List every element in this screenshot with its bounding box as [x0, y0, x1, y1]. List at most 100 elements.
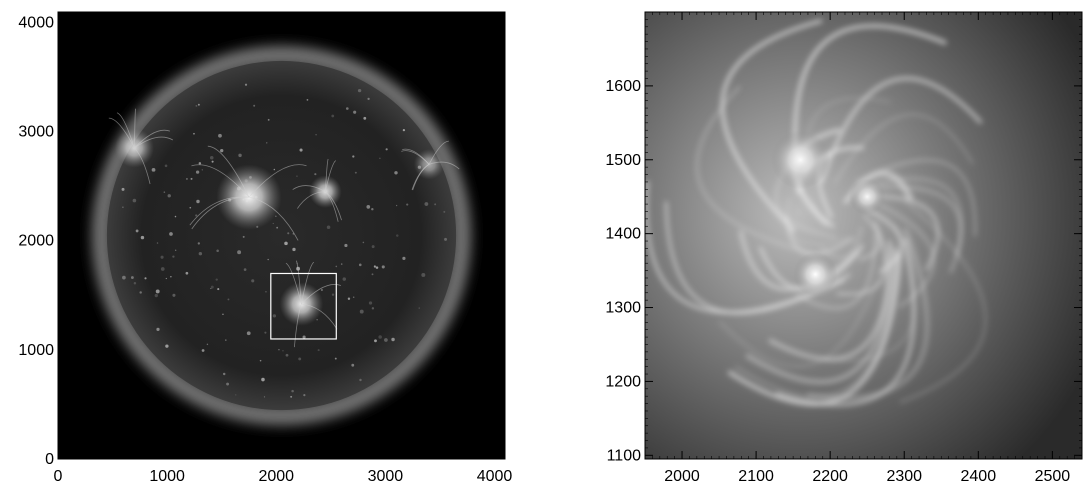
disk-speckle: [317, 349, 320, 352]
zoom-region-box: [270, 272, 337, 340]
disk-speckle: [242, 235, 245, 238]
disk-speckle: [186, 178, 188, 180]
disk-speckle: [353, 110, 357, 114]
zoom-panel: 2000 2100 2200 2300 2400 2500 1100 1200 1300 1400…: [605, 11, 1083, 485]
disk-speckle: [273, 168, 276, 171]
coronal-loop: [786, 198, 848, 246]
disk-speckle: [210, 285, 214, 289]
disk-speckle: [253, 104, 256, 107]
x-tick-label: 3000: [368, 468, 404, 485]
disk-speckle: [371, 307, 375, 310]
active-regions: [108, 83, 460, 398]
active-region-loop: [116, 112, 135, 149]
disk-speckle: [443, 210, 446, 213]
disk-speckle: [340, 263, 343, 265]
disk-speckle: [402, 256, 406, 260]
disk-speckle: [246, 331, 251, 336]
disk-speckle: [396, 234, 399, 237]
disk-speckle: [130, 276, 134, 279]
disk-speckle: [217, 288, 220, 291]
disk-speckle: [326, 225, 331, 230]
x-tick-label: 2200: [812, 468, 848, 485]
disk-speckle: [334, 357, 337, 360]
active-region-loop: [134, 147, 151, 185]
disk-speckle: [373, 265, 376, 268]
disk-speckle: [298, 357, 302, 361]
coronal-loop: [820, 76, 983, 184]
disk-speckle: [342, 277, 346, 281]
disk-speckle: [371, 245, 375, 249]
disk-speckle: [284, 241, 288, 246]
active-region-loop: [191, 164, 250, 198]
disk-speckle: [160, 255, 164, 259]
disk-speckle: [222, 372, 226, 376]
disk-speckle: [335, 265, 338, 268]
disk-speckle: [384, 338, 388, 342]
disk-speckle: [209, 155, 214, 160]
coronal-loop: [720, 19, 823, 233]
y-tick-label: 2000: [18, 233, 54, 250]
disk-speckle: [292, 247, 296, 252]
disk-speckle: [144, 277, 147, 280]
disk-speckle: [263, 396, 266, 398]
active-region-loop: [108, 117, 135, 149]
disk-speckle: [287, 232, 290, 235]
active-region-loop: [324, 160, 337, 192]
bright-core: [848, 178, 886, 216]
x-tick-label: 1000: [149, 468, 185, 485]
disk-speckle: [314, 173, 317, 176]
y-tick-label: 0: [45, 451, 54, 468]
disk-speckle: [296, 175, 298, 177]
coronal-loop: [806, 227, 930, 401]
disk-speckle: [175, 249, 177, 251]
disk-speckle: [215, 278, 218, 281]
active-region-loop: [300, 261, 315, 305]
disk-speckle: [165, 344, 169, 348]
disk-speckle: [378, 335, 382, 339]
disk-speckle: [421, 272, 426, 277]
disk-speckle: [374, 339, 377, 343]
full-disk-frame: [57, 11, 506, 460]
disk-speckle: [151, 167, 156, 172]
y-tick-label: 1400: [605, 226, 641, 243]
bright-core: [770, 130, 831, 190]
coronal-loop: [645, 180, 845, 314]
disk-speckle: [354, 171, 357, 174]
y-tick-label: 1000: [18, 342, 54, 359]
disk-speckle: [395, 204, 398, 207]
disk-speckle: [406, 203, 409, 206]
disk-speckle: [122, 275, 126, 280]
x-tick-label: 2000: [258, 468, 294, 485]
disk-speckle: [160, 267, 165, 271]
disk-speckle: [375, 266, 379, 269]
disk-speckle: [197, 103, 200, 106]
y-tick-label: 1100: [607, 447, 642, 464]
disk-speckle: [331, 114, 335, 118]
disk-speckle: [122, 206, 124, 208]
x-tick-label: 2500: [1035, 468, 1071, 485]
active-region-loop: [324, 158, 329, 192]
disk-speckle: [315, 134, 317, 136]
disk-speckle: [121, 187, 125, 191]
y-tick-label: 1500: [605, 152, 641, 169]
disk-speckle: [302, 335, 306, 339]
disk-speckle: [331, 293, 335, 296]
disk-speckle: [299, 148, 303, 152]
y-tick-label: 1300: [605, 300, 641, 317]
disk-speckle: [163, 191, 166, 193]
disk-speckle: [402, 128, 406, 132]
disk-speckle: [424, 202, 429, 206]
disk-speckle: [371, 273, 374, 276]
disk-speckle: [282, 350, 284, 352]
active-region-loop: [428, 161, 460, 170]
disk-speckle: [167, 194, 171, 198]
disk-speckle: [345, 107, 349, 110]
disk-speckle: [133, 282, 137, 285]
active-region-loop: [401, 150, 430, 165]
disk-speckle: [227, 298, 230, 301]
coronal-loop: [855, 159, 977, 237]
disk-speckle: [201, 349, 205, 352]
disk-speckle: [272, 222, 274, 225]
bright-cores: [770, 130, 886, 297]
active-region-loop: [248, 196, 299, 241]
